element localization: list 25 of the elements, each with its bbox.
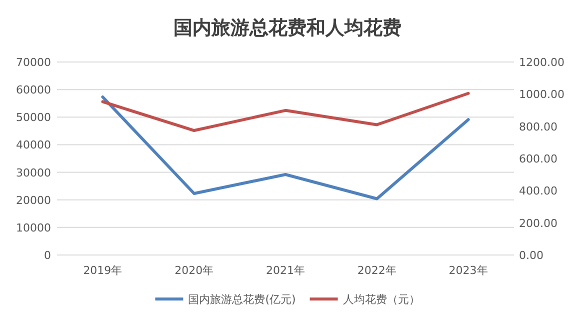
x-tick-label: 2019年 — [83, 264, 122, 277]
y2-tick-label: 1200.00 — [519, 56, 564, 69]
y-tick-label: 40000 — [16, 138, 51, 152]
y-tick-label: 70000 — [16, 56, 51, 69]
legend-label: 人均花费（元） — [342, 293, 420, 306]
x-tick-label: 2020年 — [174, 264, 214, 277]
x-tick-label: 2021年 — [266, 264, 305, 277]
y2-tick-label: 600.00 — [519, 152, 558, 166]
y2-tick-label: 0.00 — [519, 249, 544, 262]
y-tick-label: 30000 — [16, 166, 51, 180]
y-tick-label: 50000 — [16, 111, 51, 124]
line-series — [101, 92, 470, 132]
legend-label: 国内旅游总花费(亿元) — [188, 293, 296, 306]
y-tick-label: 20000 — [16, 194, 51, 207]
line-series — [101, 96, 470, 200]
x-tick-label: 2022年 — [357, 264, 396, 277]
y-tick-label: 10000 — [16, 221, 51, 234]
y-tick-label: 0 — [44, 249, 51, 262]
y-tick-label: 60000 — [16, 84, 51, 97]
y2-tick-label: 800.00 — [519, 120, 558, 134]
y2-tick-label: 1000.00 — [519, 88, 564, 102]
y2-tick-label: 400.00 — [519, 184, 558, 198]
y2-tick-label: 200.00 — [519, 216, 558, 230]
chart-title: 国内旅游总花费和人均花费 — [174, 17, 402, 39]
x-tick-label: 2023年 — [448, 264, 488, 277]
